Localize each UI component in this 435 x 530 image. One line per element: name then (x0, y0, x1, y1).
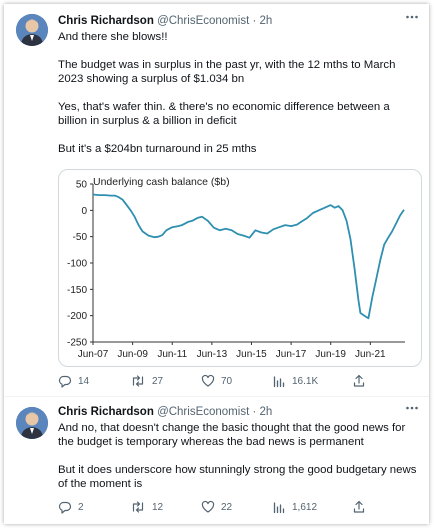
plot-area (92, 193, 405, 320)
tweet-paragraph: And no, that doesn't change the basic th… (58, 422, 406, 448)
share-icon (353, 374, 365, 387)
x-tick-label: Jun-13 (197, 349, 228, 360)
tweet-paragraph: But it's a $204bn turnaround in 25 mths (58, 143, 257, 155)
retweet-button[interactable]: 27 (130, 374, 163, 388)
reply-icon (58, 375, 72, 388)
y-tick-label: 0 (81, 206, 87, 217)
separator-dot: · (249, 406, 260, 418)
timestamp[interactable]: 2h (259, 15, 273, 27)
cash-balance-chart: Underlying cash balance ($b) 50 0 -50 -100 -… (67, 176, 405, 360)
more-options-icon[interactable] (405, 401, 419, 418)
retweet-icon (132, 501, 144, 513)
share-button[interactable] (352, 374, 366, 388)
reply-icon (58, 501, 72, 514)
y-axis: 50 0 -50 -100 -150 -200 -250 (67, 180, 94, 349)
y-tick-label: -250 (67, 338, 87, 349)
retweet-count: 12 (152, 501, 164, 513)
tweet-paragraph: But it does underscore how stunningly st… (58, 464, 417, 490)
chart-image[interactable]: Underlying cash balance ($b) 50 0 -50 -100 -… (58, 169, 422, 367)
like-button[interactable]: 70 (201, 374, 232, 388)
tweet-1[interactable]: Chris Richardson @ChrisEconomist · 2h An… (4, 4, 429, 396)
author-handle[interactable]: @ChrisEconomist (157, 406, 250, 418)
more-options-icon[interactable] (405, 10, 419, 27)
y-tick-label: 50 (76, 180, 88, 191)
x-tick-label: Jun-07 (78, 349, 109, 360)
x-tick-label: Jun-19 (315, 349, 346, 360)
like-count: 70 (221, 375, 233, 387)
avatar[interactable] (16, 14, 48, 46)
reply-count: 2 (78, 501, 84, 513)
series-line (92, 193, 405, 320)
retweet-icon (132, 375, 144, 387)
retweet-button[interactable]: 12 (130, 500, 163, 514)
like-icon (201, 374, 215, 387)
share-button[interactable] (352, 500, 366, 514)
tweet-paragraph: The budget was in surplus in the past yr… (58, 59, 396, 85)
tweet-paragraph: Yes, that's wafer thin. & there's no eco… (58, 101, 390, 127)
reply-button[interactable]: 2 (58, 500, 84, 514)
x-tick-label: Jun-21 (355, 349, 386, 360)
y-tick-label: -150 (67, 285, 87, 296)
views-icon (273, 376, 285, 388)
tweet-header: Chris Richardson @ChrisEconomist · 2h (58, 14, 272, 28)
views-count: 16.1K (292, 375, 319, 387)
like-icon (201, 500, 215, 513)
y-tick-label: -200 (67, 311, 87, 322)
author-handle[interactable]: @ChrisEconomist (157, 15, 250, 27)
retweet-count: 27 (152, 375, 164, 387)
y-tick-label: -100 (67, 259, 87, 270)
views-icon (273, 502, 285, 514)
views-button[interactable]: 16.1K (272, 374, 318, 388)
tweet-actions: 2 12 22 1,612 (58, 500, 398, 516)
views-count: 1,612 (292, 501, 318, 513)
like-button[interactable]: 22 (201, 500, 232, 514)
tweet-paragraph: And there she blows!! (58, 31, 168, 43)
reply-button[interactable]: 14 (58, 374, 89, 388)
x-tick-label: Jun-15 (236, 349, 267, 360)
reply-count: 14 (78, 375, 90, 387)
x-tick-label: Jun-17 (276, 349, 307, 360)
chart-title: Underlying cash balance ($b) (93, 176, 230, 188)
tweet-text: And there she blows!! The budget was in … (58, 30, 420, 156)
like-count: 22 (221, 501, 233, 513)
tweet-divider (4, 396, 429, 397)
y-tick-label: -50 (73, 232, 88, 243)
x-tick-label: Jun-11 (157, 349, 187, 360)
timestamp[interactable]: 2h (259, 406, 273, 418)
author-name[interactable]: Chris Richardson (58, 15, 154, 27)
author-name[interactable]: Chris Richardson (58, 406, 154, 418)
tweet-thread: Chris Richardson @ChrisEconomist · 2h An… (4, 4, 429, 524)
views-button[interactable]: 1,612 (272, 500, 317, 514)
tweet-actions: 14 27 70 16.1K (58, 374, 398, 390)
share-icon (353, 500, 365, 513)
tweet-2[interactable]: Chris Richardson @ChrisEconomist · 2h An… (4, 397, 429, 524)
x-axis: Jun-07 Jun-09 Jun-11 Jun-13 Jun-15 Jun-17 Jun-… (78, 341, 405, 360)
tweet-text: And no, that doesn't change the basic th… (58, 421, 420, 491)
separator-dot: · (249, 15, 260, 27)
avatar[interactable] (16, 407, 48, 439)
tweet-header: Chris Richardson @ChrisEconomist · 2h (58, 405, 272, 419)
x-tick-label: Jun-09 (117, 349, 148, 360)
